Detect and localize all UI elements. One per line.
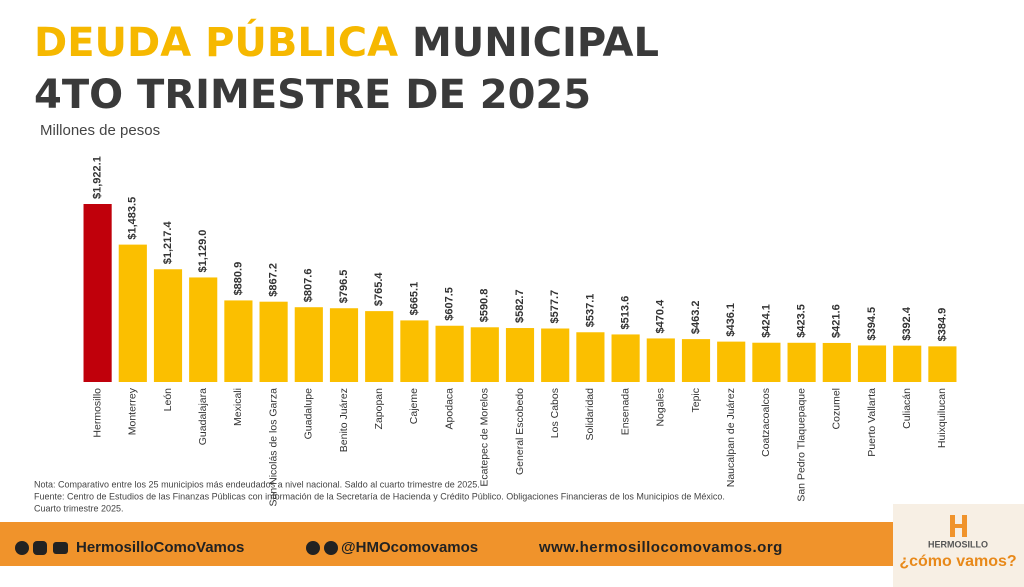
- facebook-icon[interactable]: [15, 541, 29, 555]
- bar: [189, 277, 218, 382]
- x-tick-label: Culiacán: [901, 388, 913, 429]
- bar: [857, 345, 887, 382]
- value-label: $590.8: [479, 289, 491, 323]
- youtube-icon[interactable]: [53, 542, 68, 554]
- value-label: $470.4: [655, 299, 667, 334]
- value-label: $424.1: [760, 304, 772, 338]
- x-tick-label: Tepic: [690, 388, 702, 413]
- logo-box: [893, 504, 1024, 587]
- footer-social[interactable]: HermosilloComoVamos: [76, 539, 244, 556]
- value-label: $513.6: [620, 296, 632, 330]
- bar: [118, 244, 147, 382]
- value-label: $392.4: [901, 306, 913, 341]
- value-label: $421.6: [831, 304, 843, 338]
- note: Nota: Comparativo entre los 25 municipio…: [34, 479, 480, 489]
- bar: [400, 320, 429, 382]
- x-tick-label: Mexicali: [232, 388, 244, 426]
- x-tick-label: Puerto Vallarta: [866, 388, 878, 457]
- x-tick-label: Monterrey: [127, 387, 139, 435]
- value-label: $1,483.5: [127, 197, 139, 240]
- x-tick-label: Ensenada: [619, 388, 631, 435]
- value-label: $423.5: [796, 304, 808, 338]
- bar: [294, 307, 323, 382]
- value-label: $665.1: [408, 282, 420, 316]
- value-label: $463.2: [690, 300, 702, 334]
- bar: [435, 325, 464, 382]
- x-tick-label: Nogales: [655, 388, 667, 427]
- bar: [329, 308, 359, 382]
- bar: [83, 204, 112, 382]
- x-tick-label: Coatzacoalcos: [760, 388, 772, 457]
- x-tick-label: Los Cabos: [549, 388, 561, 438]
- value-label: $807.6: [303, 269, 315, 303]
- x-tick-label: General Escobedo: [514, 388, 526, 475]
- bar: [822, 342, 851, 382]
- x-tick-label: Guadalupe: [303, 388, 315, 440]
- x-tick-label: Huixquilucan: [936, 388, 948, 448]
- x-tick-label: Naucalpan de Juárez: [725, 388, 737, 487]
- footer-band: [0, 522, 1024, 566]
- bar: [576, 332, 605, 382]
- value-label: $577.7: [549, 290, 561, 324]
- bar: [505, 328, 535, 382]
- value-label: $880.9: [232, 262, 244, 296]
- bar: [259, 301, 288, 382]
- tiktok-icon[interactable]: [306, 541, 320, 555]
- bar: [717, 341, 746, 382]
- note: Fuente: Centro de Estudios de las Finanz…: [34, 491, 725, 501]
- value-label: $436.1: [725, 303, 737, 337]
- bar: [646, 338, 675, 382]
- value-label: $765.4: [373, 272, 385, 307]
- logo-bottom: ¿cómo vamos?: [899, 553, 1016, 570]
- x-tick-label: León: [162, 388, 174, 412]
- x-tick-label: Cajeme: [408, 388, 420, 424]
- value-label: $867.2: [268, 263, 280, 297]
- bar: [611, 334, 640, 382]
- x-tick-label: Zapopan: [373, 388, 385, 430]
- x-tick-label: Benito Juárez: [338, 388, 350, 452]
- x-tick-label: Cozumel: [831, 388, 843, 429]
- title-part: DEUDA PÚBLICA: [34, 18, 398, 66]
- value-label: $582.7: [514, 289, 526, 323]
- value-label: $796.5: [338, 270, 350, 304]
- bar: [928, 346, 957, 382]
- bar: [541, 328, 570, 382]
- chart-title-line2: 4TO TRIMESTRE DE 2025: [34, 72, 591, 118]
- chart-title: DEUDA PÚBLICA MUNICIPAL: [34, 18, 659, 66]
- footer-website[interactable]: www.hermosillocomovamos.org: [538, 539, 783, 556]
- x-tick-label: Solidaridad: [584, 388, 596, 441]
- bar: [365, 311, 394, 382]
- logo-mark: [950, 524, 967, 528]
- value-label: $1,922.1: [92, 156, 104, 199]
- value-label: $1,217.4: [162, 221, 174, 265]
- x-tick-label: Hermosillo: [91, 388, 103, 438]
- bar: [681, 339, 711, 382]
- logo-top: HERMOSILLO: [928, 539, 988, 549]
- x-tick-label: San Pedro Tlaquepaque: [795, 388, 807, 502]
- x-tick-label: San Nicolás de los Garza: [267, 388, 279, 507]
- title-part: MUNICIPAL: [412, 20, 659, 66]
- x-tick-label: Ecatepec de Morelos: [479, 388, 491, 487]
- bar: [752, 342, 781, 382]
- value-label: $394.5: [866, 307, 878, 341]
- x-tick-label: Guadalajara: [197, 388, 209, 445]
- bar: [470, 327, 499, 382]
- bar: [787, 342, 816, 382]
- twitter-icon[interactable]: [324, 541, 338, 555]
- footer-social[interactable]: @HMOcomovamos: [341, 539, 478, 556]
- x-tick-label: Apodaca: [443, 388, 455, 430]
- value-label: $384.9: [936, 308, 948, 342]
- subtitle: Millones de pesos: [40, 122, 160, 139]
- bar: [224, 300, 253, 382]
- instagram-icon[interactable]: [33, 541, 47, 555]
- value-label: $1,129.0: [197, 230, 209, 273]
- value-label: $607.5: [444, 287, 456, 321]
- value-label: $537.1: [584, 294, 596, 328]
- note: Cuarto trimestre 2025.: [34, 503, 124, 513]
- bar: [893, 345, 922, 382]
- bar: [153, 269, 183, 382]
